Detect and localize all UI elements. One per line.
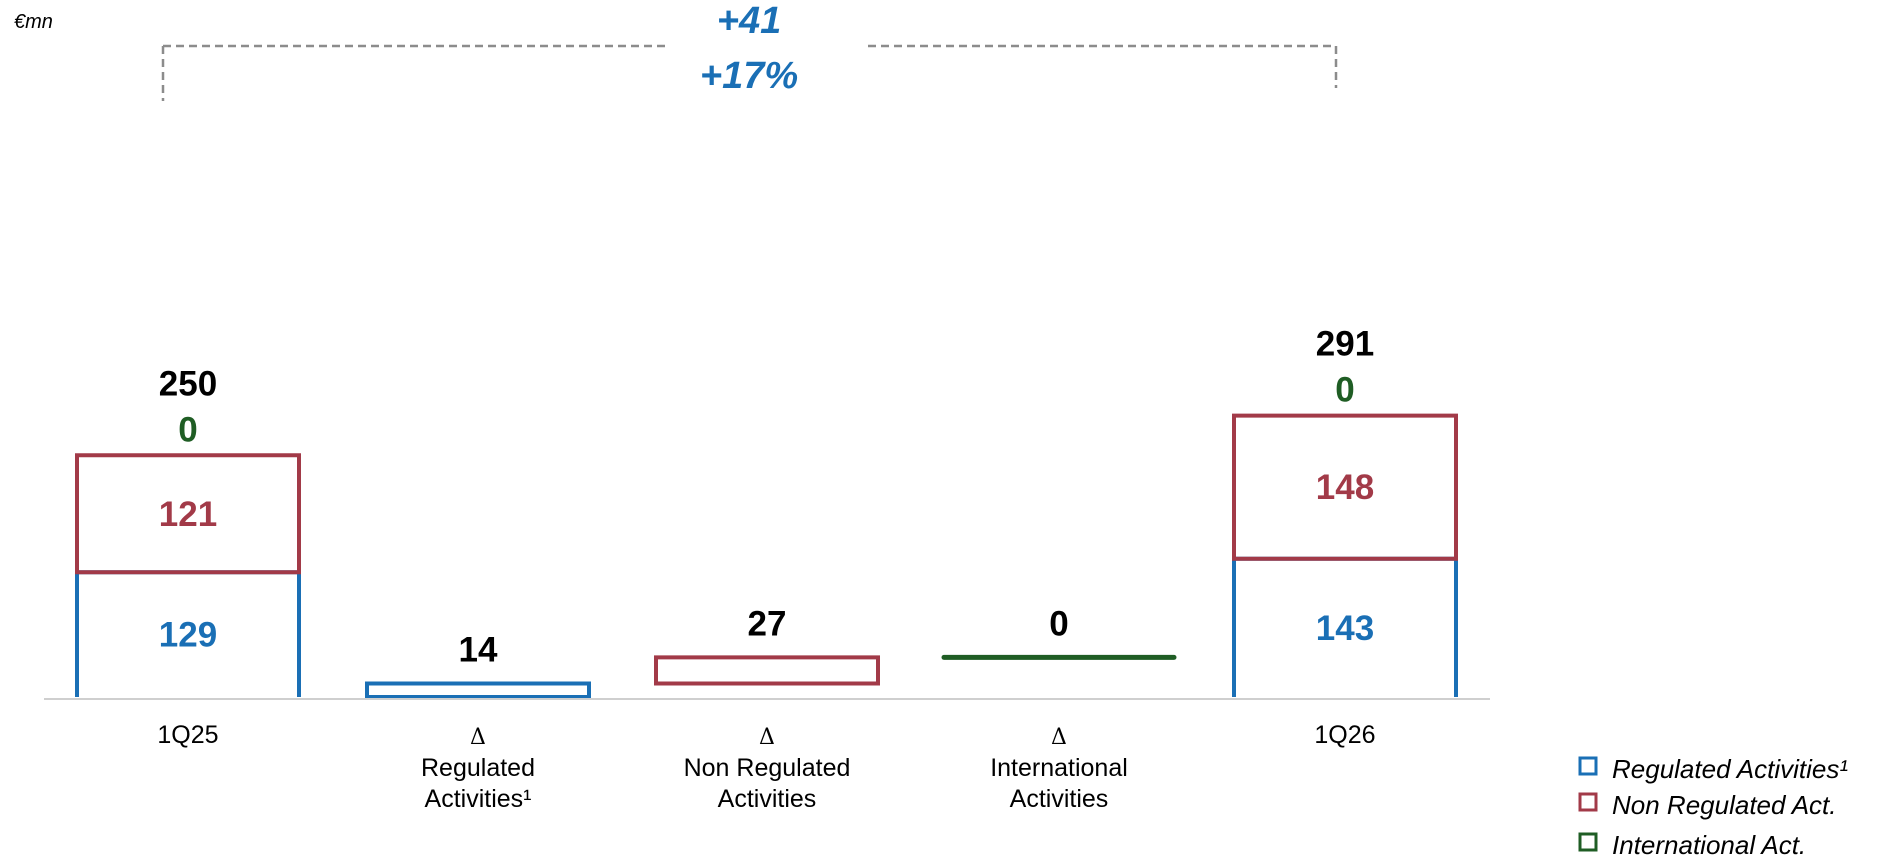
total-label: 291 <box>1316 325 1374 364</box>
category-label: Non Regulated <box>684 754 851 782</box>
category-label: Activities¹ <box>425 785 532 813</box>
category-label: 1Q26 <box>1314 721 1375 749</box>
segment-label: 0 <box>178 410 197 449</box>
category-delta-symbol: Δ <box>1051 725 1067 750</box>
segment-label: 129 <box>159 616 217 655</box>
bracket-change-pct: +17% <box>700 55 798 97</box>
category-label: International <box>990 754 1128 782</box>
unit-label: €mn <box>14 11 53 33</box>
bar-segment <box>654 655 880 686</box>
segment-label: 148 <box>1316 468 1374 507</box>
legend-swatch <box>1578 792 1598 812</box>
legend-label: Regulated Activities¹ <box>1612 754 1848 784</box>
legend-label: International Act. <box>1612 830 1806 860</box>
segment-label: 121 <box>159 495 217 534</box>
category-label: Regulated <box>421 754 535 782</box>
total-label: 14 <box>459 630 498 669</box>
segment-label: 143 <box>1316 609 1374 648</box>
category-delta-symbol: Δ <box>759 725 775 750</box>
legend-label: Non Regulated Act. <box>1612 790 1837 820</box>
legend-swatch <box>1578 832 1598 852</box>
category-label: Activities <box>718 785 817 813</box>
category-delta-symbol: Δ <box>470 725 486 750</box>
total-label: 27 <box>748 604 787 643</box>
category-label: Activities <box>1010 785 1109 813</box>
bar-segment <box>75 453 301 575</box>
legend-swatch <box>1578 756 1598 776</box>
bar-segment <box>365 681 591 699</box>
total-label: 250 <box>159 364 217 403</box>
segment-label: 0 <box>1335 371 1354 410</box>
total-label: 0 <box>1049 604 1068 643</box>
category-label: 1Q25 <box>157 721 218 749</box>
bracket-change-abs: +41 <box>717 0 781 42</box>
bar-segment <box>1232 413 1458 561</box>
